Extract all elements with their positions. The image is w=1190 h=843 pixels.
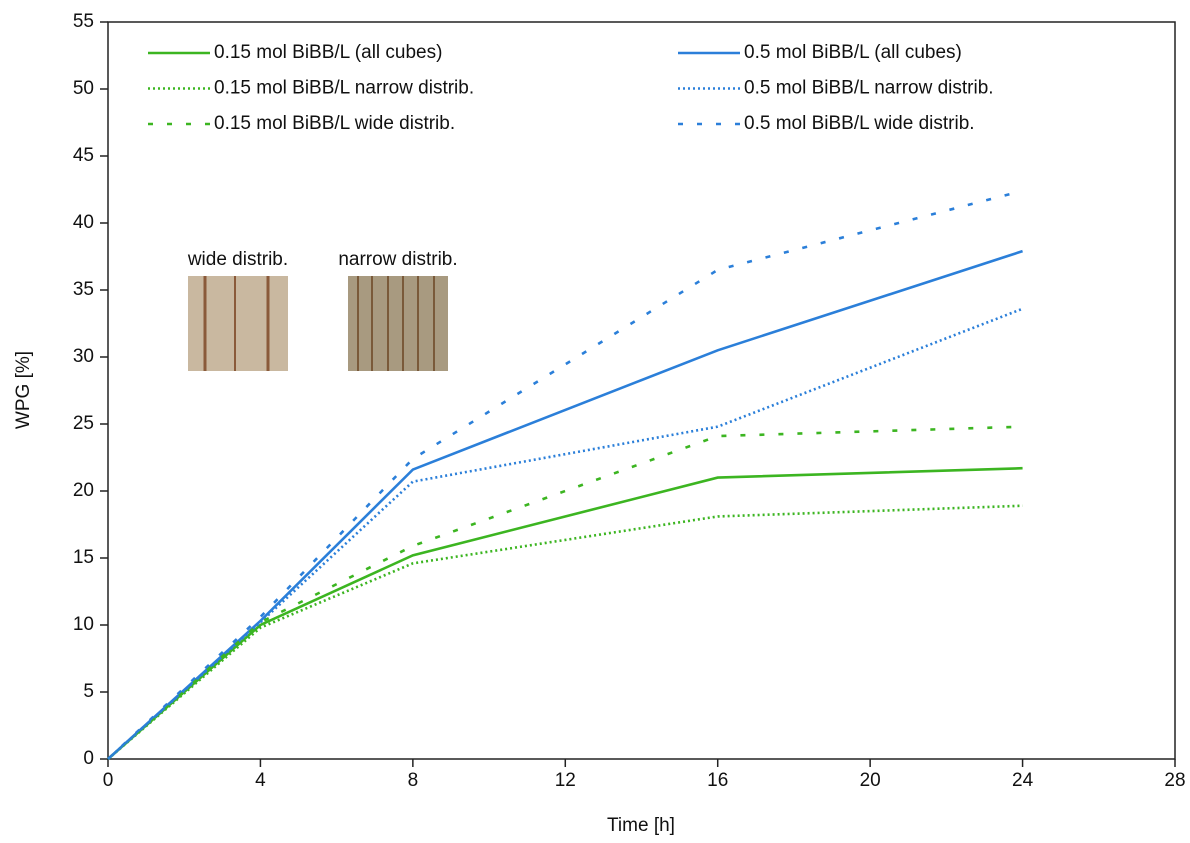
annotation: narrow distrib.: [338, 249, 457, 270]
y-tick-label: 15: [73, 547, 94, 568]
wide-sample-image: [188, 276, 288, 371]
legend-label: 0.15 mol BiBB/L wide distrib.: [214, 113, 455, 134]
plot-frame: [107, 21, 1176, 760]
x-tick-label: 12: [555, 770, 576, 791]
x-tick-label: 24: [1012, 770, 1034, 791]
data-line: [107, 466, 1023, 760]
y-tick-label: 30: [73, 346, 94, 367]
annotation: wide distrib.: [187, 249, 288, 270]
y-tick-label: 0: [83, 748, 94, 769]
y-tick-label: 35: [73, 279, 94, 300]
y-axis-label: WPG [%]: [13, 351, 34, 429]
x-tick-label: 4: [255, 770, 266, 791]
narrow-sample-image: [348, 276, 448, 371]
legend-label: 0.5 mol BiBB/L (all cubes): [744, 42, 962, 63]
data-line: [107, 307, 1024, 760]
y-tick-label: 40: [73, 212, 94, 233]
legend-label: 0.15 mol BiBB/L narrow distrib.: [214, 78, 474, 99]
y-tick-label: 5: [83, 681, 94, 702]
legend-label: 0.15 mol BiBB/L (all cubes): [214, 42, 442, 63]
x-tick-label: 8: [408, 770, 419, 791]
data-line: [107, 425, 1023, 760]
y-tick-label: 50: [73, 78, 94, 99]
y-tick-label: 55: [73, 11, 94, 32]
x-tick-label: 28: [1164, 770, 1185, 791]
x-axis-label: Time [h]: [607, 815, 675, 836]
x-tick-label: 20: [860, 770, 881, 791]
y-tick-label: 20: [73, 480, 94, 501]
y-tick-label: 45: [73, 145, 94, 166]
x-tick-label: 16: [707, 770, 728, 791]
y-tick-label: 10: [73, 614, 94, 635]
legend-label: 0.5 mol BiBB/L narrow distrib.: [744, 78, 994, 99]
x-tick-label: 0: [103, 770, 114, 791]
data-line: [107, 504, 1023, 760]
legend-label: 0.5 mol BiBB/L wide distrib.: [744, 113, 975, 134]
y-tick-label: 25: [73, 413, 94, 434]
